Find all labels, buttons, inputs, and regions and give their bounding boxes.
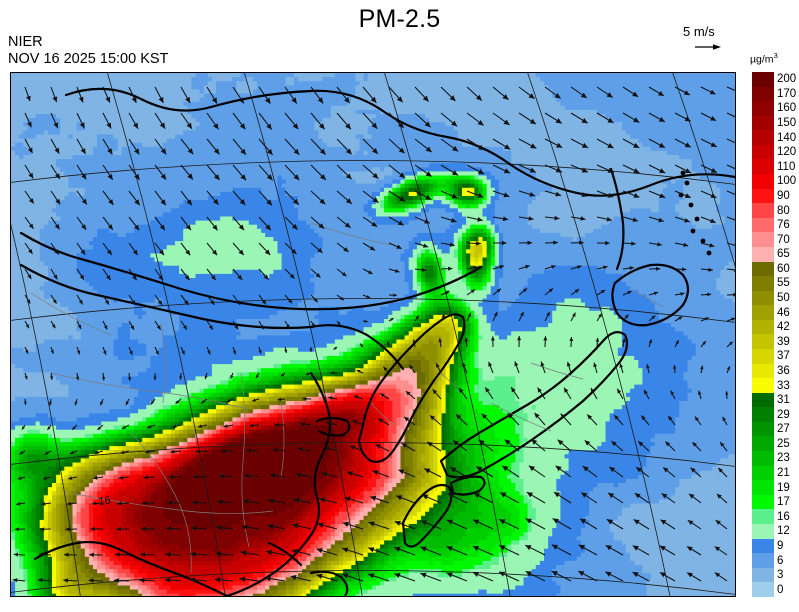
colorbar-tick-label: 3 bbox=[777, 569, 784, 582]
colorbar-swatch bbox=[752, 159, 774, 175]
colorbar-swatch bbox=[752, 582, 774, 597]
colorbar-tick-label: 36 bbox=[777, 364, 790, 377]
page-title: PM-2.5 bbox=[358, 5, 441, 33]
colorbar-tick-label: 17 bbox=[777, 496, 790, 509]
colorbar-tick-label: 170 bbox=[777, 87, 797, 100]
colorbar-swatch bbox=[752, 86, 774, 102]
colorbar-swatch bbox=[752, 188, 774, 204]
timestamp-label: NOV 16 2025 15:00 KST bbox=[8, 51, 169, 67]
colorbar-swatch bbox=[752, 567, 774, 583]
colorbar-swatch bbox=[752, 203, 774, 218]
colorbar-tick-label: 50 bbox=[777, 292, 790, 305]
colorbar-tick-label: 200 bbox=[777, 73, 797, 86]
colorbar-swatch bbox=[752, 144, 774, 160]
colorbar-tick-label: 12 bbox=[777, 525, 790, 538]
colorbar-tick-label: 76 bbox=[777, 219, 790, 232]
colorbar-swatch bbox=[752, 334, 774, 349]
colorbar-swatch bbox=[752, 348, 774, 364]
colorbar-swatch bbox=[752, 319, 774, 335]
colorbar-tick-label: 120 bbox=[777, 146, 797, 159]
colorbar-swatch bbox=[752, 72, 774, 87]
colorbar-swatch bbox=[752, 130, 774, 145]
colorbar bbox=[752, 72, 774, 597]
colorbar-swatch bbox=[752, 276, 774, 291]
colorbar-swatch bbox=[752, 217, 774, 233]
colorbar-unit-label: µg/m3 bbox=[750, 51, 778, 66]
colorbar-swatch bbox=[752, 246, 774, 262]
colorbar-swatch bbox=[752, 101, 774, 116]
colorbar-swatch bbox=[752, 290, 774, 306]
colorbar-tick-label: 31 bbox=[777, 394, 790, 407]
colorbar-tick-label: 39 bbox=[777, 335, 790, 348]
colorbar-swatch bbox=[752, 115, 774, 131]
colorbar-tick-label: 23 bbox=[777, 452, 790, 465]
colorbar-swatch bbox=[752, 553, 774, 568]
colorbar-tick-label: 37 bbox=[777, 350, 790, 363]
colorbar-tick-label: 42 bbox=[777, 321, 790, 334]
colorbar-tick-label: 70 bbox=[777, 233, 790, 246]
colorbar-swatch bbox=[752, 378, 774, 393]
colorbar-tick-label: 19 bbox=[777, 481, 790, 494]
colorbar-tick-label: 90 bbox=[777, 189, 790, 202]
colorbar-swatch bbox=[752, 480, 774, 495]
wind-scale-arrow-icon bbox=[695, 44, 721, 50]
province-borders bbox=[30, 222, 664, 574]
colorbar-tick-label: 80 bbox=[777, 204, 790, 217]
colorbar-swatch bbox=[752, 509, 774, 524]
wind-scale-label: 5 m/s bbox=[683, 24, 715, 39]
colorbar-swatch bbox=[752, 523, 774, 539]
colorbar-tick-label: 160 bbox=[777, 102, 797, 115]
colorbar-tick-label: 46 bbox=[777, 306, 790, 319]
colorbar-tick-label: 16 bbox=[777, 510, 790, 523]
colorbar-tick-label: 21 bbox=[777, 467, 790, 480]
colorbar-tick-label: 60 bbox=[777, 262, 790, 275]
colorbar-swatch bbox=[752, 494, 774, 510]
colorbar-swatch bbox=[752, 363, 774, 379]
colorbar-tick-label: 140 bbox=[777, 131, 797, 144]
colorbar-tick-label: 150 bbox=[777, 117, 797, 130]
colorbar-tick-label: 9 bbox=[777, 539, 784, 552]
colorbar-tick-label: 65 bbox=[777, 248, 790, 261]
colorbar-swatch bbox=[752, 392, 774, 408]
colorbar-tick-label: 29 bbox=[777, 408, 790, 421]
colorbar-swatch bbox=[752, 232, 774, 247]
colorbar-swatch bbox=[752, 305, 774, 320]
colorbar-swatch bbox=[752, 261, 774, 277]
colorbar-tick-label: 110 bbox=[777, 160, 796, 173]
wind-vector-field bbox=[12, 86, 735, 583]
colorbar-swatch bbox=[752, 421, 774, 437]
contour-label: 16 bbox=[98, 494, 112, 508]
agency-label: NIER bbox=[8, 34, 43, 50]
colorbar-tick-label: 6 bbox=[777, 554, 784, 567]
colorbar-swatch bbox=[752, 465, 774, 481]
colorbar-tick-label: 0 bbox=[777, 583, 784, 596]
colorbar-tick-labels: 200 170 160 150 140 120 110 100 90 80 76 70 65 60 55 50… bbox=[777, 72, 799, 597]
colorbar-swatch bbox=[752, 174, 774, 189]
colorbar-tick-label: 55 bbox=[777, 277, 790, 290]
colorbar-tick-label: 27 bbox=[777, 423, 790, 436]
colorbar-tick-label: 25 bbox=[777, 437, 790, 450]
colorbar-swatch bbox=[752, 407, 774, 422]
map-canvas[interactable]: 16 bbox=[10, 72, 736, 597]
colorbar-tick-label: 100 bbox=[777, 175, 797, 188]
map-field-svg: 16 bbox=[11, 73, 735, 596]
colorbar-swatch bbox=[752, 451, 774, 466]
colorbar-tick-label: 33 bbox=[777, 379, 790, 392]
colorbar-swatch bbox=[752, 538, 774, 554]
coastlines bbox=[19, 87, 735, 596]
colorbar-swatch bbox=[752, 436, 774, 452]
